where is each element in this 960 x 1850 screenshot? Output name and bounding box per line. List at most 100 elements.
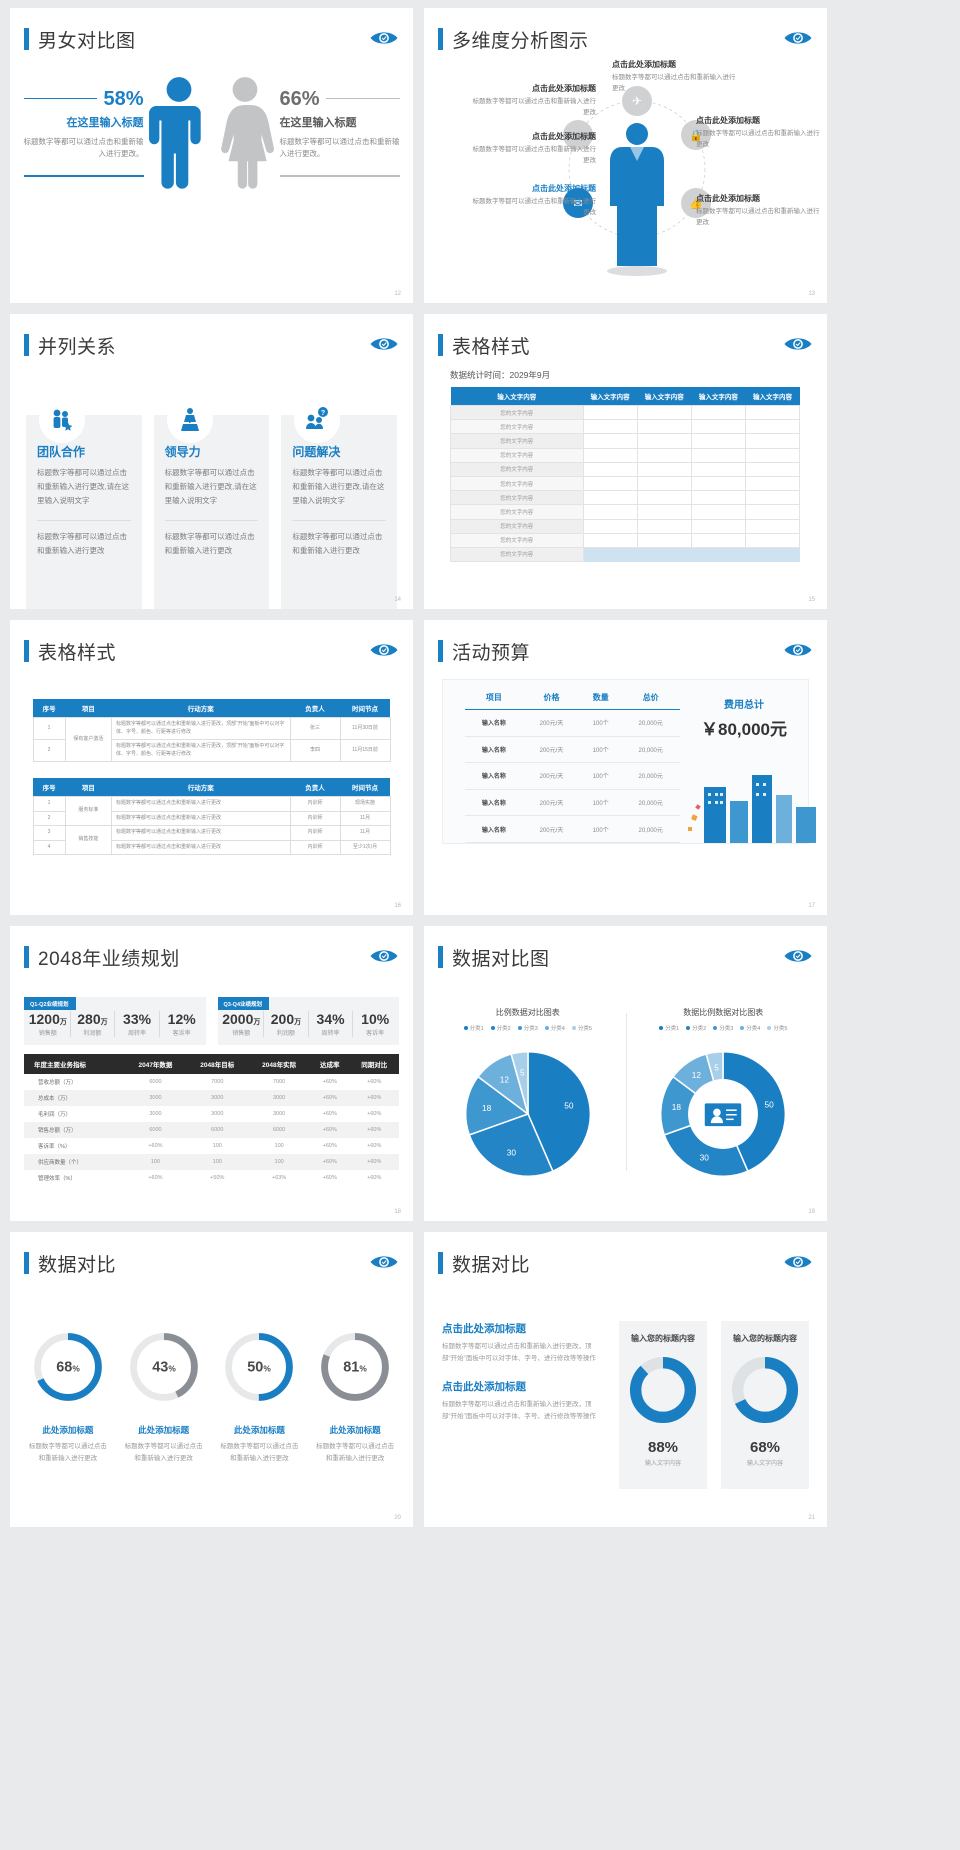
cell-value xyxy=(690,504,746,520)
chart-title: 数据比例数据对比图表 xyxy=(683,1008,764,1017)
cell-label: 您的文字内容 xyxy=(450,461,584,477)
metric-card-2[interactable]: 输入您的标题内容 68% 输入文字内容 xyxy=(721,1321,809,1489)
kpi-item: 200万 利润额 xyxy=(264,1011,309,1037)
page-number: 15 xyxy=(808,597,815,603)
table-row: 您的文字内容 xyxy=(450,490,801,506)
block-desc: 标题数字等都可以通过点击和重新输入进行更改，顶部“开始”面板中可以对字体、字号、… xyxy=(442,1343,596,1363)
cell-name: 输入名称 xyxy=(465,815,523,843)
cell-value xyxy=(636,404,692,421)
kpi-item: 280万 利润额 xyxy=(71,1011,116,1037)
table-row: 输入名称 200元/天 100个 20,000元 xyxy=(465,815,680,843)
cell-value xyxy=(582,404,638,421)
table-row: 营收总额（万） 6000 7000 7000 +60% +60% xyxy=(24,1074,399,1090)
budget-table: 项目 价格 数量 总价 输入名称 200元/天 100个 20,000元 输入名称 200… xyxy=(465,686,680,843)
cell-owner: 内训师 xyxy=(289,839,341,855)
card-value: 88% xyxy=(647,1439,679,1456)
table-row: 输入名称 200元/天 100个 20,000元 xyxy=(465,789,680,817)
cell-value xyxy=(690,490,746,506)
page-number: 20 xyxy=(394,1515,401,1521)
cell-qty: 100个 xyxy=(580,762,622,790)
multidimension-body: ✈ 🔒 👍 🌐 ♦ ✉ 点击此处添加标题 标题数字等都可以通过点击和重新输入进行… xyxy=(424,53,827,288)
page-title: 男女对比图 xyxy=(38,31,136,52)
progress-ring: 50% xyxy=(225,1333,294,1401)
card-teamwork[interactable]: 团队合作 标题数字等都可以通过点击和重新输入进行更改,请在这里输入说明文字 标题… xyxy=(26,397,142,609)
progress-ring: 43% xyxy=(129,1333,198,1401)
ring-desc: 标题数字等都可以通过点击和重新输入进行更改 xyxy=(124,1443,203,1462)
slide-parallel-relationship: 并列关系 团队合作 标题数字等都可以通过点击和重新输入进行更改,请在这里输入说明… xyxy=(10,314,413,609)
male-rule xyxy=(23,175,144,178)
svg-text:✉: ✉ xyxy=(573,198,582,210)
md-label-4: 点击此处添加标题 标题数字等都可以通过点击和重新输入进行更改 xyxy=(612,59,736,94)
cell-total: 20,000元 xyxy=(621,762,680,790)
md-label-5: 点击此处添加标题 标题数字等都可以通过点击和重新输入进行更改 xyxy=(696,115,820,150)
cell-total: 20,000元 xyxy=(621,709,680,737)
card-text: 标题数字等都可以通过点击和重新输入进行更改,请在这里输入说明文字 xyxy=(164,468,257,505)
table-header-row: 项目 价格 数量 总价 xyxy=(465,686,680,710)
card-leadership[interactable]: 领导力 标题数字等都可以通过点击和重新输入进行更改,请在这里输入说明文字 标题数… xyxy=(153,397,270,609)
cell-value xyxy=(636,518,692,534)
card-divider xyxy=(292,519,387,521)
slide-header: 数据对比 xyxy=(10,1232,413,1277)
cell-value xyxy=(690,475,746,492)
table-cell: 100 xyxy=(248,1154,311,1170)
male-percent: 58% xyxy=(103,87,144,110)
metric-card-1[interactable]: 输入您的标题内容 88% 输入文字内容 xyxy=(619,1321,707,1489)
md-label-desc: 标题数字等都可以通过点击和重新输入进行更改 xyxy=(472,198,597,216)
ring-heading: 此处添加标题 xyxy=(138,1425,190,1435)
slice-label: 5 xyxy=(520,1068,525,1078)
table-cell: 毛利润（万） xyxy=(38,1112,72,1118)
card-sub: 输入文字内容 xyxy=(746,1461,783,1467)
page-number: 21 xyxy=(808,1515,815,1521)
md-label-desc: 标题数字等都可以通过点击和重新输入进行更改 xyxy=(472,146,597,164)
ring-item: 50% 此处添加标题 标题数字等都可以通过点击和重新输入进行更改 xyxy=(214,1329,306,1464)
slide-header: 并列关系 xyxy=(10,314,413,359)
cell-value xyxy=(690,433,746,449)
table-cell: +50% xyxy=(210,1175,225,1181)
card-problem-solving[interactable]: ? 问题解决 标题数字等都可以通过点击和重新输入进行更改,请在这里输入说明文字 … xyxy=(281,397,398,609)
cell-value xyxy=(744,475,801,492)
table-cell: +63% xyxy=(272,1175,287,1181)
kpi-item: 10% 客诉率 xyxy=(353,1011,397,1037)
comparison-body: 点击此处添加标题 标题数字等都可以通过点击和重新输入进行更改，顶部“开始”面板中… xyxy=(424,1305,827,1489)
table-col-header: 项目 xyxy=(65,699,112,718)
kpi-item: 2000万 销售额 xyxy=(220,1011,265,1037)
page-number: 16 xyxy=(394,903,401,909)
svg-text:🔒: 🔒 xyxy=(689,129,703,142)
kpi-label: 利润额 xyxy=(276,1031,295,1037)
kpi-value: 12% xyxy=(167,1011,196,1027)
card-heading: 问题解决 xyxy=(292,445,341,459)
eye-logo-icon xyxy=(784,32,812,44)
card-row: 团队合作 标题数字等都可以通过点击和重新输入进行更改,请在这里输入说明文字 标题… xyxy=(10,385,413,609)
table-row: 您的文字内容 xyxy=(450,504,801,520)
table-row: 您的文字内容 xyxy=(450,433,801,449)
md-label-6: 点击此处添加标题 标题数字等都可以通过点击和重新输入进行更改 xyxy=(696,193,820,228)
cell-label: 您的文字内容 xyxy=(450,504,584,520)
page-title: 活动预算 xyxy=(452,643,531,664)
kpi-item: 12% 客诉率 xyxy=(160,1011,204,1037)
page-title: 2048年业绩规划 xyxy=(38,949,180,970)
kpi-item: 33% 周转率 xyxy=(115,1011,160,1037)
cell-value xyxy=(744,546,801,563)
kpi-group-q1q2: Q1-Q2业绩规划 1200万 销售额 280万 利润额 33% 周转率 12% 客诉率 xyxy=(24,997,206,1045)
cell-plan: 标题数字等都可以通过点击和重新输入进行更改，顶部“开始”面板中可以对字体、字号、… xyxy=(111,717,291,740)
page-number: 13 xyxy=(808,291,815,297)
cell-owner: 张三 xyxy=(289,717,341,740)
table-row: 供应商数量（个） 100 100 100 +60% +60% xyxy=(24,1154,399,1170)
eye-logo-icon xyxy=(784,950,812,962)
table-cell: 3000 xyxy=(272,1111,286,1117)
slide-data-comparison-rings: 数据对比 68% 此处添加标题 标题数字等都可以通过点击和重新输入进行更改 43% 此处… xyxy=(10,1232,413,1527)
title-accent-bar xyxy=(438,334,443,356)
cell-label: 您的文字内容 xyxy=(450,546,584,563)
title-accent-bar xyxy=(438,946,443,968)
card-text: 标题数字等都可以通过点击和重新输入进行更改,请在这里输入说明文字 xyxy=(37,468,130,505)
pie-chart: 50 30 18 12 5 xyxy=(464,1050,591,1178)
table-row: 客诉率（%） +60% 100 100 +60% +60% xyxy=(24,1138,399,1154)
table-row: 您的文字内容 xyxy=(450,546,801,563)
table-row: 您的文字内容 xyxy=(450,532,801,548)
cell-value xyxy=(744,404,801,421)
card-divider xyxy=(37,519,131,521)
table-col-header: 输入文字内容 xyxy=(637,387,692,406)
table-body: 1 保有客户激活 标题数字等都可以通过点击和重新输入进行更改，顶部“开始”面板中… xyxy=(32,717,391,762)
table-col-header: 2047年数据 xyxy=(124,1054,187,1074)
table-col-header: 负责人 xyxy=(290,699,341,718)
